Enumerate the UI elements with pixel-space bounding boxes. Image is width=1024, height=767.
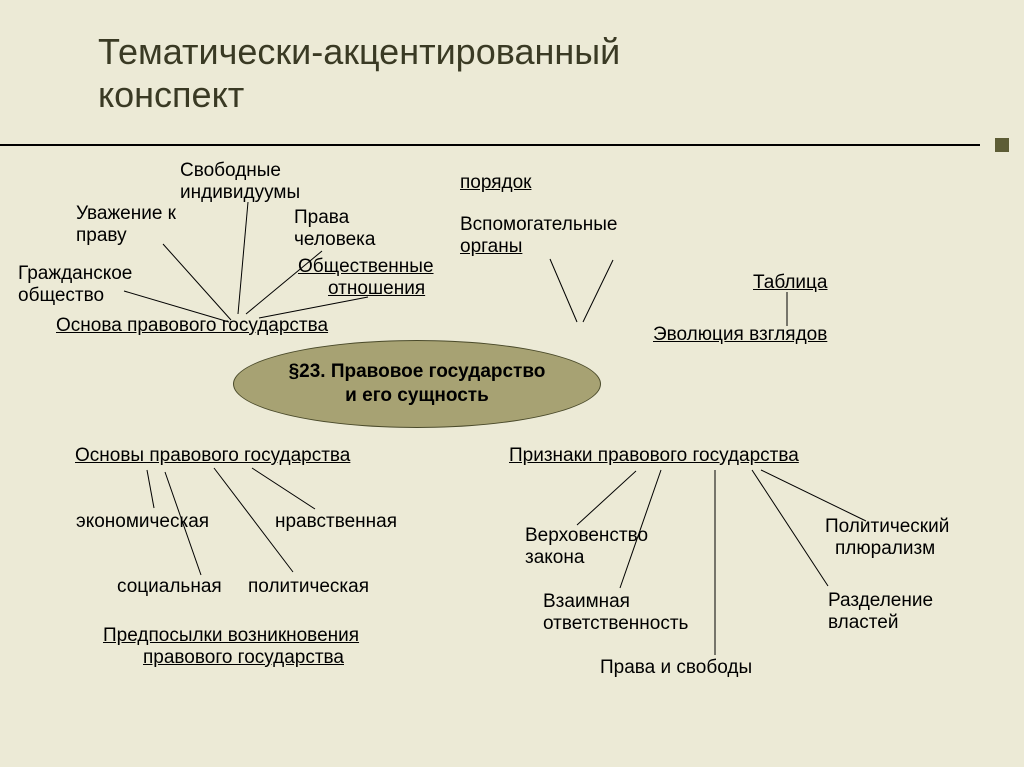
label-ekonomicheskaya: экономическая: [76, 511, 209, 533]
label-poryadok: порядок: [460, 172, 531, 194]
title-divider: [0, 143, 1024, 147]
divider-bar: [0, 144, 980, 146]
label-priznaki: Признаки правового государства: [509, 445, 799, 467]
label-prava-cheloveka: Права человека: [294, 207, 375, 251]
label-prava-svobody: Права и свободы: [600, 657, 752, 679]
title-line1: Тематически-акцентированный: [98, 30, 620, 73]
label-nravstvennaya: нравственная: [275, 511, 397, 533]
divider-box: [995, 138, 1009, 152]
label-vzaimnaya: Взаимная ответственность: [543, 591, 688, 635]
label-socialnaya: социальная: [117, 576, 222, 598]
label-evolutsiya: Эволюция взглядов: [653, 324, 827, 346]
label-obshestvennye: Общественные отношения: [298, 256, 434, 300]
label-politicheskaya: политическая: [248, 576, 369, 598]
label-vspomogatelnye: Вспомогательные органы: [460, 214, 617, 258]
label-uvazhenie: Уважение к праву: [76, 203, 176, 247]
label-razdelenie: Разделение властей: [828, 590, 933, 634]
label-osnovy-bottom: Основы правового государства: [75, 445, 350, 467]
label-politicheskiy-pluralizm: Политический плюрализм: [825, 516, 949, 560]
label-osnova-top: Основа правового государства: [56, 315, 328, 337]
central-topic-ellipse: §23. Правовое государство и его сущность: [233, 340, 601, 428]
label-tablica: Таблица: [753, 272, 828, 294]
slide-title: Тематически-акцентированный конспект: [98, 30, 620, 116]
label-verkhovenstvo: Верховенство закона: [525, 525, 648, 569]
label-grazhdanskoe: Гражданское общество: [18, 263, 132, 307]
label-svobodnye: Свободные индивидуумы: [180, 160, 300, 204]
label-predposylki: Предпосылки возникновения правового госу…: [103, 625, 359, 669]
title-line2: конспект: [98, 73, 620, 116]
